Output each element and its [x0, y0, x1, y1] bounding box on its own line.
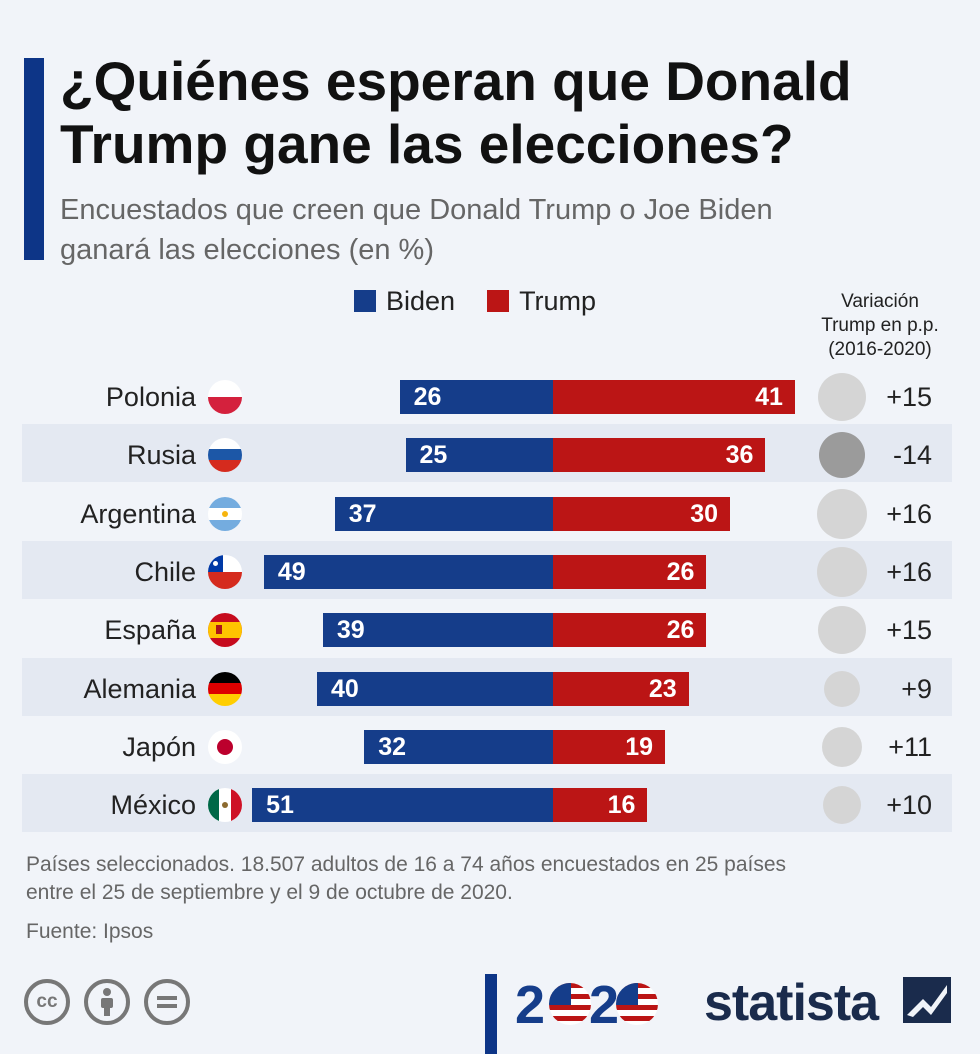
- country-label-rusia: Rusia: [126, 440, 196, 471]
- country-label-alemania: Alemania: [83, 673, 196, 704]
- spain-flag-icon: [208, 613, 242, 648]
- legend-item-biden: Biden: [354, 286, 455, 317]
- legend: Biden Trump: [354, 285, 628, 317]
- variation-value-japón: +11: [888, 731, 932, 762]
- bar-trump-chile: [553, 555, 707, 590]
- country-label-méxico: México: [110, 790, 196, 821]
- bar-trump-argentina: [553, 496, 730, 531]
- value-label-biden-argentina: 37: [348, 499, 377, 528]
- variation-header: Variación Trump en p.p. (2016-2020): [821, 291, 939, 360]
- title-accent-bar: [24, 58, 44, 260]
- value-label-trump-alemania: 23: [648, 674, 677, 703]
- variation-circle-polonia: [818, 373, 866, 422]
- chile-flag-icon: [208, 555, 242, 590]
- variation-value-méxico: +10: [886, 790, 932, 821]
- bar-biden-méxico: [252, 788, 553, 823]
- bar-biden-alemania: [317, 671, 553, 706]
- variation-circle-argentina: [817, 488, 867, 539]
- country-label-argentina: Argentina: [80, 498, 196, 529]
- cc-icon: cc: [24, 979, 70, 1025]
- value-label-biden-japón: 32: [378, 732, 406, 761]
- chart-subtitle: Encuestados que creen que Donald Trump o…: [60, 194, 773, 266]
- legend-swatch-trump: [487, 290, 510, 312]
- bar-trump-japón: [553, 729, 666, 764]
- value-label-trump-rusia: 36: [725, 441, 754, 470]
- value-label-biden-méxico: 51: [266, 791, 294, 820]
- chart-title: ¿Quiénes esperan que Donald Trump gane l…: [60, 50, 852, 175]
- country-label-chile: Chile: [134, 557, 196, 588]
- value-label-trump-españa: 26: [666, 616, 695, 645]
- variation-value-españa: +15: [886, 615, 932, 646]
- country-label-polonia: Polonia: [105, 382, 196, 413]
- variation-circle-alemania: [824, 670, 860, 707]
- value-label-biden-españa: 39: [336, 616, 365, 645]
- bar-trump-polonia: [553, 380, 795, 415]
- bar-biden-argentina: [334, 496, 553, 531]
- source-note: Fuente: Ipsos: [26, 920, 154, 943]
- bar-biden-rusia: [405, 438, 553, 473]
- bar-biden-españa: [322, 613, 553, 648]
- bar-trump-rusia: [553, 438, 766, 473]
- bar-biden-chile: [263, 555, 553, 590]
- footnote: Países seleccionados. 18.507 adultos de …: [26, 853, 787, 904]
- svg-text:2: 2: [515, 978, 545, 1030]
- variation-value-rusia: -14: [892, 440, 932, 471]
- year-2020-logo: 2 2: [515, 978, 658, 1030]
- value-label-trump-méxico: 16: [607, 791, 636, 820]
- statista-wordmark: statista: [704, 974, 879, 1032]
- brand-accent-bar: [485, 974, 497, 1054]
- variation-value-chile: +16: [886, 557, 932, 588]
- no-derivatives-icon: [144, 979, 190, 1025]
- legend-swatch-biden: [354, 290, 376, 312]
- country-label-japón: Japón: [122, 731, 196, 762]
- variation-value-alemania: +9: [901, 673, 932, 704]
- license-icons: cc: [24, 979, 190, 1025]
- argentina-flag-icon: [208, 496, 242, 531]
- japan-flag-icon: [208, 729, 242, 764]
- value-label-trump-polonia: 41: [755, 383, 783, 412]
- bar-trump-méxico: [553, 788, 648, 823]
- value-label-biden-polonia: 26: [413, 383, 442, 412]
- variation-value-argentina: +16: [886, 498, 932, 529]
- germany-flag-icon: [208, 671, 242, 706]
- statista-logo-icon: [903, 977, 951, 1023]
- bar-biden-polonia: [399, 380, 553, 415]
- variation-circle-chile: [817, 547, 867, 598]
- country-label-españa: España: [104, 615, 196, 646]
- variation-circle-méxico: [823, 786, 861, 825]
- russia-flag-icon: [208, 438, 242, 473]
- poland-flag-icon: [208, 380, 242, 415]
- legend-item-trump: Trump: [487, 286, 596, 317]
- legend-label-trump: Trump: [519, 285, 597, 316]
- bar-trump-alemania: [553, 671, 689, 706]
- svg-text:2: 2: [589, 978, 619, 1030]
- value-label-trump-argentina: 30: [690, 499, 718, 528]
- value-label-trump-chile: 26: [666, 558, 695, 587]
- mexico-flag-icon: [208, 788, 242, 823]
- value-label-trump-japón: 19: [625, 732, 654, 761]
- value-label-biden-alemania: 40: [331, 674, 359, 703]
- bar-trump-españa: [553, 613, 707, 648]
- legend-label-biden: Biden: [386, 285, 456, 316]
- bar-biden-japón: [364, 729, 553, 764]
- value-label-biden-chile: 49: [277, 558, 306, 587]
- value-label-biden-rusia: 25: [419, 441, 448, 470]
- variation-circle-rusia: [819, 432, 865, 479]
- variation-circle-españa: [818, 606, 866, 655]
- attribution-icon: [84, 979, 130, 1025]
- variation-circle-japón: [822, 726, 862, 767]
- variation-value-polonia: +15: [886, 382, 932, 413]
